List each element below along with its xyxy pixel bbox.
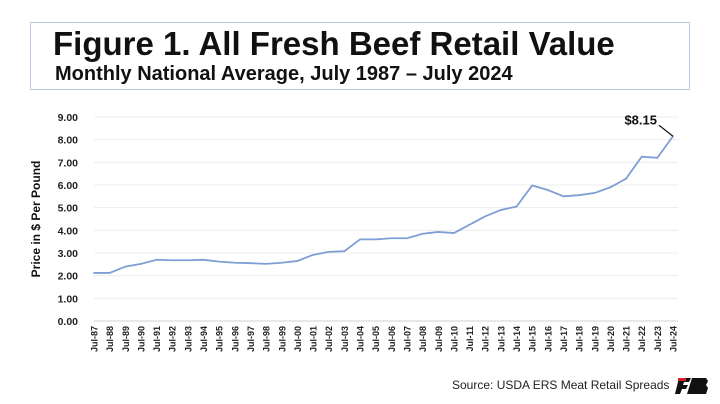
chart-subtitle: Monthly National Average, July 1987 – Ju…: [55, 63, 513, 85]
data-point: [312, 254, 314, 256]
x-tick-label: Jul-05: [371, 326, 381, 352]
x-tick-label: Jul-98: [262, 326, 272, 352]
data-point: [515, 205, 518, 208]
x-tick-label: Jul-09: [434, 326, 444, 352]
y-tick-label: 9.00: [58, 112, 79, 124]
x-tick-label: Jul-10: [449, 326, 459, 352]
data-point: [625, 177, 627, 180]
data-point: [155, 259, 158, 261]
data-point: [374, 238, 377, 241]
x-tick-label: Jul-24: [669, 326, 679, 352]
x-tick-label: Jul-11: [465, 326, 475, 352]
data-point: [296, 260, 299, 262]
y-tick-label: 3.00: [58, 248, 79, 260]
price-line: [94, 135, 674, 274]
x-tick-label: Jul-03: [340, 326, 350, 352]
x-tick-label: Jul-22: [637, 326, 647, 352]
x-tick-label: Jul-21: [622, 326, 632, 352]
x-tick-label: Jul-96: [230, 326, 240, 352]
data-point: [547, 189, 549, 191]
title-box: Figure 1. All Fresh Beef Retail Value Mo…: [30, 22, 690, 90]
data-point: [484, 215, 487, 218]
x-tick-label: Jul-97: [246, 326, 256, 352]
data-point: [578, 194, 580, 196]
data-point: [421, 232, 424, 235]
data-point: [140, 263, 142, 265]
value-annotation: $8.15: [624, 112, 657, 127]
x-tick-label: Jul-93: [183, 326, 193, 352]
y-tick-label: 7.00: [58, 157, 79, 169]
data-point: [453, 232, 455, 234]
data-point: [390, 237, 393, 240]
x-tick-label: Jul-00: [293, 326, 303, 352]
y-tick-label: 2.00: [58, 271, 79, 283]
x-tick-label: Jul-90: [136, 326, 146, 352]
data-point: [327, 251, 330, 253]
data-point: [640, 155, 643, 158]
x-tick-label: Jul-91: [152, 326, 162, 352]
x-tick-label: Jul-94: [199, 326, 209, 352]
x-tick-label: Jul-15: [528, 326, 538, 352]
data-point: [531, 184, 533, 187]
data-point: [437, 231, 440, 233]
x-tick-label: Jul-18: [575, 326, 585, 352]
x-tick-label: Jul-20: [606, 326, 616, 352]
data-point: [108, 272, 111, 274]
y-axis-label: Price in $ Per Pound: [29, 161, 43, 278]
y-tick-label: 0.00: [58, 316, 79, 328]
x-tick-label: Jul-17: [559, 326, 569, 352]
data-point: [468, 223, 471, 226]
x-tick-label: Jul-12: [481, 326, 491, 352]
y-tick-label: 6.00: [58, 180, 79, 192]
x-tick-label: Jul-02: [324, 326, 334, 352]
data-point: [93, 272, 95, 274]
x-tick-label: Jul-14: [512, 326, 522, 352]
y-tick-label: 5.00: [58, 203, 79, 215]
annotation-leader: [658, 124, 674, 137]
data-point: [265, 263, 267, 265]
x-tick-label: Jul-08: [418, 326, 428, 352]
x-tick-label: Jul-13: [496, 326, 506, 352]
data-point: [234, 261, 236, 264]
data-point: [343, 250, 346, 252]
x-tick-label: Jul-23: [653, 326, 663, 352]
farm-bureau-logo-icon: [675, 378, 708, 394]
chart-title: Figure 1. All Fresh Beef Retail Value: [53, 25, 615, 62]
data-point: [249, 262, 252, 265]
data-point: [593, 192, 596, 194]
data-point: [218, 260, 220, 263]
x-tick-label: Jul-99: [277, 326, 287, 352]
x-tick-label: Jul-88: [105, 326, 115, 352]
x-tick-label: Jul-95: [215, 326, 225, 352]
data-point: [359, 238, 361, 241]
x-tick-label: Jul-04: [356, 326, 366, 352]
x-tick-label: Jul-16: [543, 326, 553, 352]
y-tick-label: 1.00: [58, 293, 79, 305]
x-tick-label: Jul-01: [309, 326, 319, 352]
x-tick-label: Jul-07: [402, 326, 412, 352]
data-point: [406, 237, 408, 240]
x-tick-label: Jul-19: [590, 326, 600, 352]
data-point: [124, 265, 127, 268]
data-point: [187, 259, 189, 262]
data-point: [609, 186, 612, 189]
data-point: [202, 259, 205, 261]
x-tick-label: Jul-89: [121, 326, 131, 352]
data-point: [171, 259, 174, 262]
data-point: [562, 195, 565, 198]
x-tick-label: Jul-06: [387, 326, 397, 352]
y-tick-label: 8.00: [58, 135, 79, 147]
data-point: [656, 157, 659, 159]
x-tick-label: Jul-87: [90, 326, 100, 352]
data-point: [280, 261, 283, 264]
source-note: Source: USDA ERS Meat Retail Spreads: [452, 378, 670, 392]
data-point: [500, 209, 502, 211]
y-tick-label: 4.00: [58, 225, 79, 237]
x-tick-label: Jul-92: [168, 326, 178, 352]
